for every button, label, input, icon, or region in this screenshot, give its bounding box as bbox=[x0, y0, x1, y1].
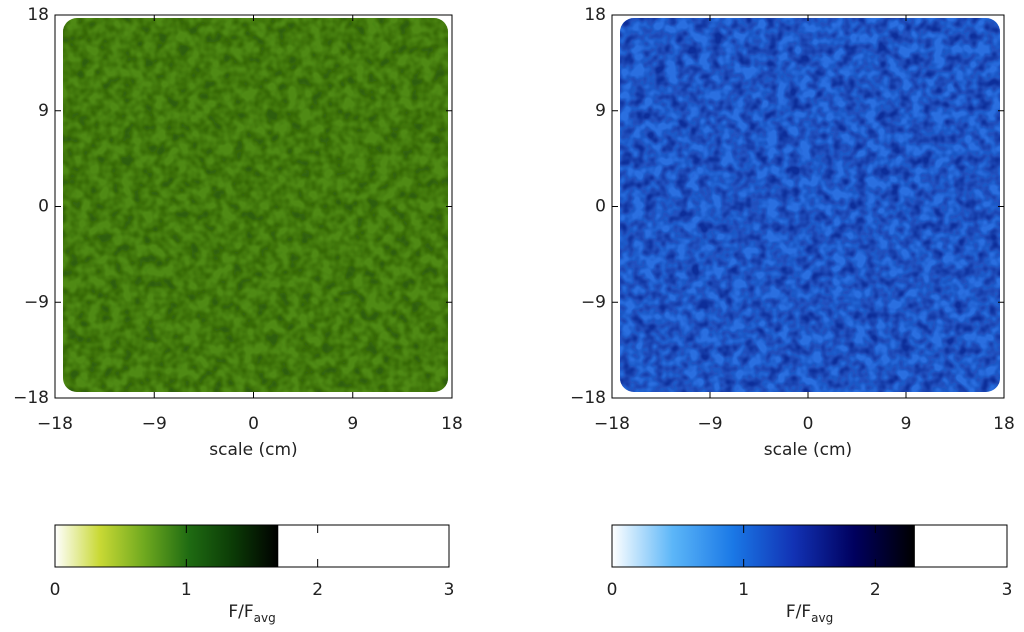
colorbar-tick-label: 2 bbox=[870, 580, 881, 600]
colorbar-tick-label: 0 bbox=[607, 580, 618, 600]
x-tick-label: −9 bbox=[697, 414, 722, 434]
y-tick-label: 0 bbox=[595, 197, 606, 217]
colorbar-frame bbox=[611, 524, 1008, 568]
x-tick-label: 9 bbox=[347, 414, 358, 434]
x-tick-label: −18 bbox=[594, 414, 630, 434]
y-tick-label: −18 bbox=[570, 388, 606, 408]
colorbar-label: F/Favg bbox=[228, 602, 275, 625]
colorbar-tick-label: 3 bbox=[444, 580, 455, 600]
x-tick-label: −9 bbox=[142, 414, 167, 434]
colorbar-tick-label: 0 bbox=[50, 580, 61, 600]
y-tick-label: 0 bbox=[38, 197, 49, 217]
x-tick-label: −18 bbox=[37, 414, 73, 434]
colorbar-label: F/Favg bbox=[786, 602, 833, 625]
x-axis-label: scale (cm) bbox=[764, 440, 852, 460]
x-tick-label: 0 bbox=[248, 414, 259, 434]
x-axis-label: scale (cm) bbox=[209, 440, 297, 460]
y-tick-label: 18 bbox=[584, 5, 606, 25]
x-tick-label: 18 bbox=[993, 414, 1015, 434]
x-tick-label: 18 bbox=[441, 414, 463, 434]
colorbar-label-main: F/F bbox=[786, 602, 811, 622]
y-tick-label: 9 bbox=[38, 101, 49, 121]
colorbar-label-main: F/F bbox=[228, 602, 253, 622]
colorbar-tick-label: 3 bbox=[1002, 580, 1013, 600]
image-texture bbox=[620, 18, 1000, 392]
y-tick-label: −9 bbox=[24, 292, 49, 312]
x-tick-label: 9 bbox=[901, 414, 912, 434]
x-tick-label: 0 bbox=[803, 414, 814, 434]
colorbar-label-sub: avg bbox=[254, 611, 276, 625]
colorbar-fill bbox=[55, 525, 279, 567]
colorbar-tick-label: 1 bbox=[738, 580, 749, 600]
y-tick-label: −18 bbox=[13, 388, 49, 408]
colorbar-fill bbox=[612, 525, 915, 567]
y-tick-label: −9 bbox=[581, 292, 606, 312]
colorbar-label-sub: avg bbox=[811, 611, 833, 625]
colorbar-tick-label: 2 bbox=[312, 580, 323, 600]
colorbar-tick-label: 1 bbox=[181, 580, 192, 600]
y-tick-label: 18 bbox=[27, 5, 49, 25]
image-texture bbox=[63, 18, 448, 392]
colorbar-frame bbox=[54, 524, 450, 568]
y-tick-label: 9 bbox=[595, 101, 606, 121]
